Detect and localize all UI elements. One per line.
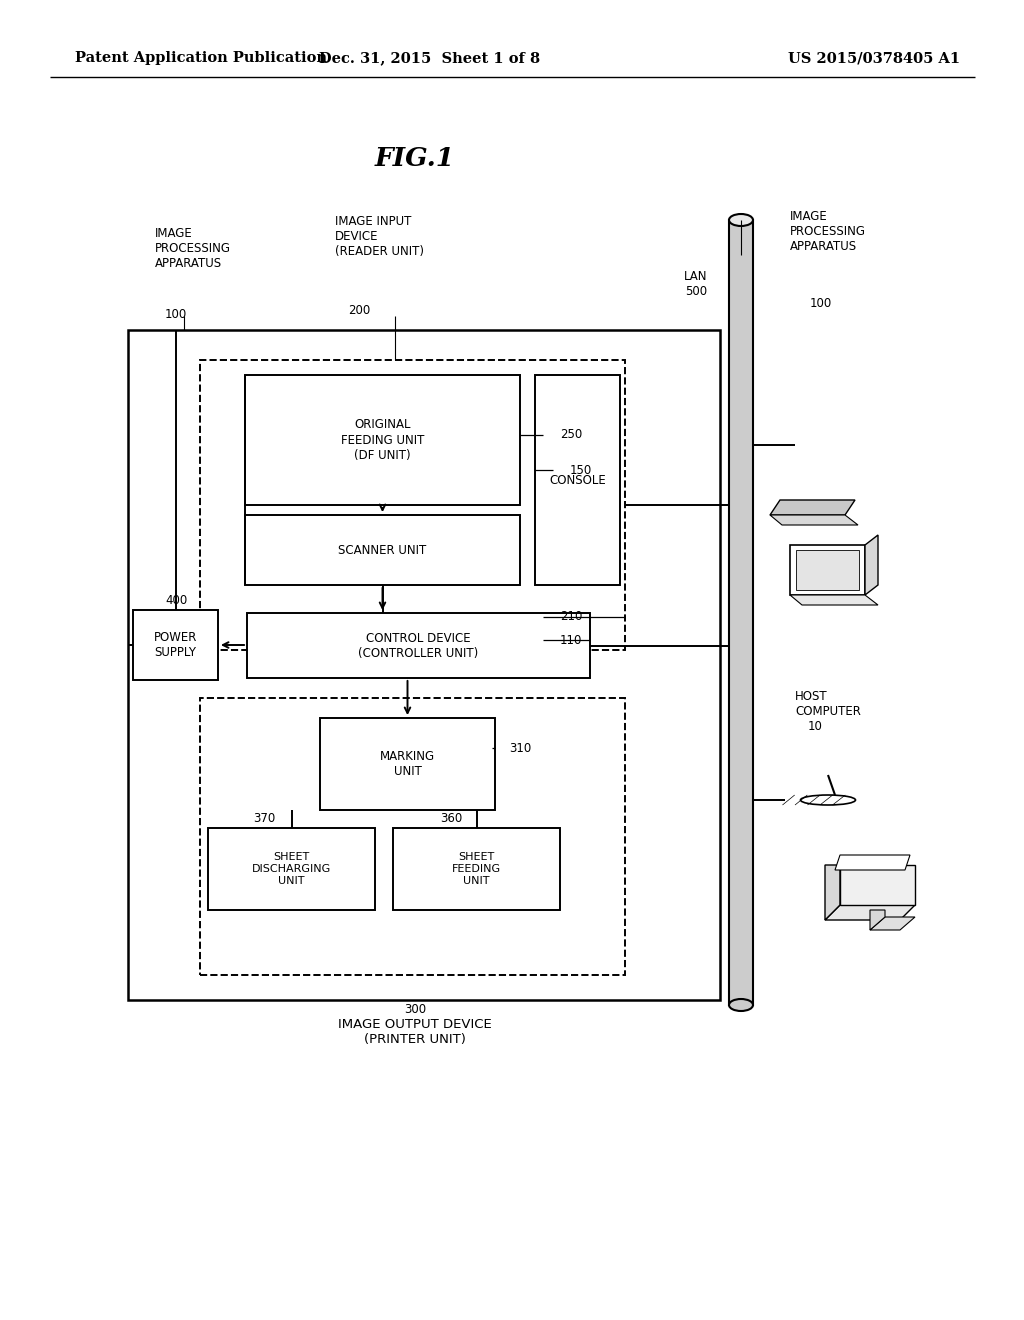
Bar bbox=[729, 220, 753, 1005]
Text: IMAGE INPUT
DEVICE
(READER UNIT): IMAGE INPUT DEVICE (READER UNIT) bbox=[335, 215, 424, 257]
Text: CONSOLE: CONSOLE bbox=[549, 474, 606, 487]
Text: 100: 100 bbox=[165, 308, 187, 321]
Text: 10: 10 bbox=[808, 719, 822, 733]
Polygon shape bbox=[790, 545, 865, 595]
Text: Patent Application Publication: Patent Application Publication bbox=[75, 51, 327, 65]
Text: FIG.1: FIG.1 bbox=[375, 145, 455, 170]
Bar bbox=[208, 828, 375, 909]
Polygon shape bbox=[865, 535, 878, 595]
Text: MARKING
UNIT: MARKING UNIT bbox=[380, 750, 435, 777]
Text: 300: 300 bbox=[403, 1003, 426, 1016]
Bar bbox=[128, 330, 720, 1001]
Bar bbox=[245, 515, 520, 585]
Bar bbox=[245, 375, 520, 506]
Bar bbox=[247, 612, 590, 678]
Text: 200: 200 bbox=[348, 304, 371, 317]
Polygon shape bbox=[770, 500, 855, 515]
Polygon shape bbox=[825, 865, 840, 920]
Text: SHEET
DISCHARGING
UNIT: SHEET DISCHARGING UNIT bbox=[252, 853, 331, 886]
Text: ORIGINAL
FEEDING UNIT
(DF UNIT): ORIGINAL FEEDING UNIT (DF UNIT) bbox=[341, 418, 424, 462]
Text: IMAGE
PROCESSING
APPARATUS: IMAGE PROCESSING APPARATUS bbox=[155, 227, 231, 271]
Text: HOST
COMPUTER: HOST COMPUTER bbox=[795, 690, 861, 718]
Bar bbox=[200, 698, 625, 975]
Bar bbox=[133, 610, 218, 680]
Text: IMAGE
PROCESSING
APPARATUS: IMAGE PROCESSING APPARATUS bbox=[790, 210, 866, 253]
Text: LAN
500: LAN 500 bbox=[684, 271, 708, 298]
Ellipse shape bbox=[729, 999, 753, 1011]
Ellipse shape bbox=[801, 795, 855, 805]
Text: 360: 360 bbox=[440, 812, 462, 825]
Polygon shape bbox=[825, 906, 915, 920]
Polygon shape bbox=[835, 855, 910, 870]
Text: US 2015/0378405 A1: US 2015/0378405 A1 bbox=[787, 51, 961, 65]
Bar bbox=[393, 828, 560, 909]
Polygon shape bbox=[840, 865, 915, 906]
Text: 210: 210 bbox=[560, 610, 583, 623]
Text: SCANNER UNIT: SCANNER UNIT bbox=[338, 544, 427, 557]
Text: 400: 400 bbox=[165, 594, 187, 606]
Text: 370: 370 bbox=[253, 812, 275, 825]
Text: SHEET
FEEDING
UNIT: SHEET FEEDING UNIT bbox=[452, 853, 501, 886]
Text: CONTROL DEVICE
(CONTROLLER UNIT): CONTROL DEVICE (CONTROLLER UNIT) bbox=[358, 631, 478, 660]
Bar bbox=[200, 360, 625, 649]
Polygon shape bbox=[770, 515, 858, 525]
Text: POWER
SUPPLY: POWER SUPPLY bbox=[154, 631, 198, 659]
Bar bbox=[535, 375, 620, 585]
Text: 150: 150 bbox=[570, 463, 592, 477]
Bar bbox=[319, 718, 495, 810]
Polygon shape bbox=[790, 595, 878, 605]
Polygon shape bbox=[796, 550, 859, 590]
Text: Dec. 31, 2015  Sheet 1 of 8: Dec. 31, 2015 Sheet 1 of 8 bbox=[319, 51, 541, 65]
Ellipse shape bbox=[729, 214, 753, 226]
Polygon shape bbox=[870, 917, 915, 931]
Text: IMAGE OUTPUT DEVICE
(PRINTER UNIT): IMAGE OUTPUT DEVICE (PRINTER UNIT) bbox=[338, 1018, 492, 1045]
Text: 250: 250 bbox=[560, 429, 583, 441]
Text: 100: 100 bbox=[810, 297, 833, 310]
Text: 110: 110 bbox=[560, 634, 583, 647]
Polygon shape bbox=[870, 909, 885, 931]
Text: 310: 310 bbox=[509, 742, 531, 755]
